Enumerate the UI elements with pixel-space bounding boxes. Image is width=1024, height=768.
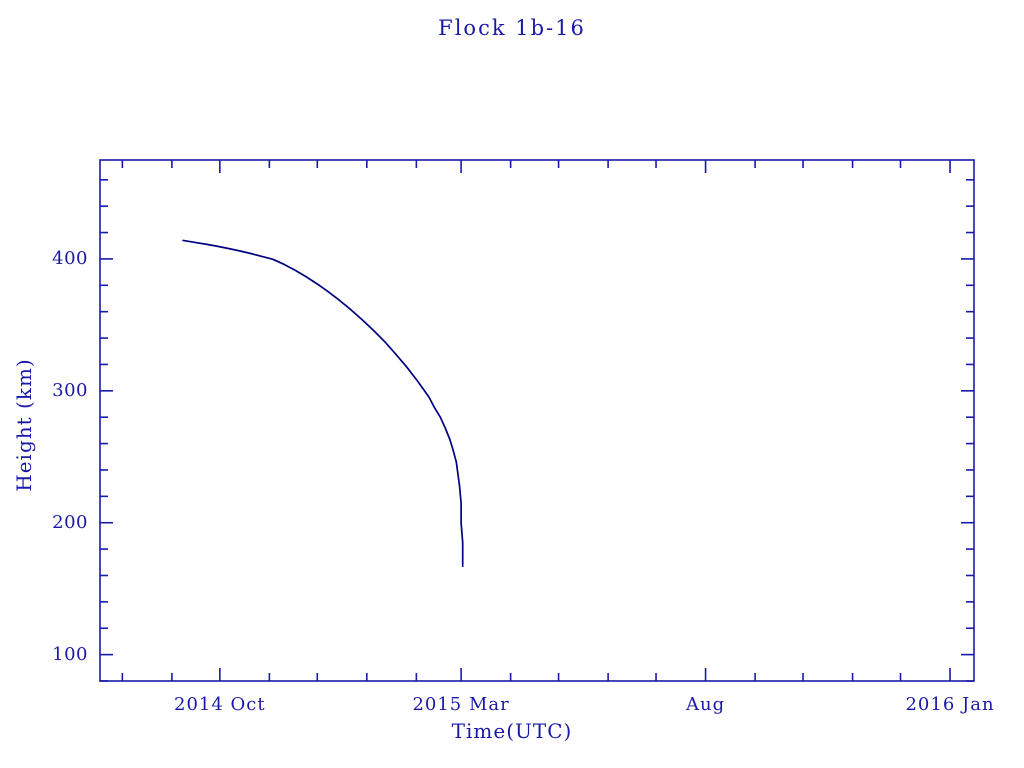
x-tick-label: 2014 Oct [174, 694, 266, 715]
y-tick-label: 100 [52, 643, 88, 665]
x-tick-label: Aug [686, 694, 726, 715]
x-tick-label: 2015 Mar [412, 694, 510, 715]
y-tick-label: 300 [52, 379, 88, 401]
y-tick-label: 400 [52, 247, 88, 269]
axis-ticks [100, 160, 974, 682]
y-axis-title: Height (km) [12, 358, 36, 492]
page-title: Flock 1b-16 [438, 16, 586, 40]
x-axis-title: Time(UTC) [451, 719, 573, 743]
data-series-line [182, 239, 464, 568]
x-tick-label: 2016 Jan [905, 694, 995, 715]
axis-frame [99, 159, 975, 682]
y-tick-label: 200 [52, 511, 88, 533]
